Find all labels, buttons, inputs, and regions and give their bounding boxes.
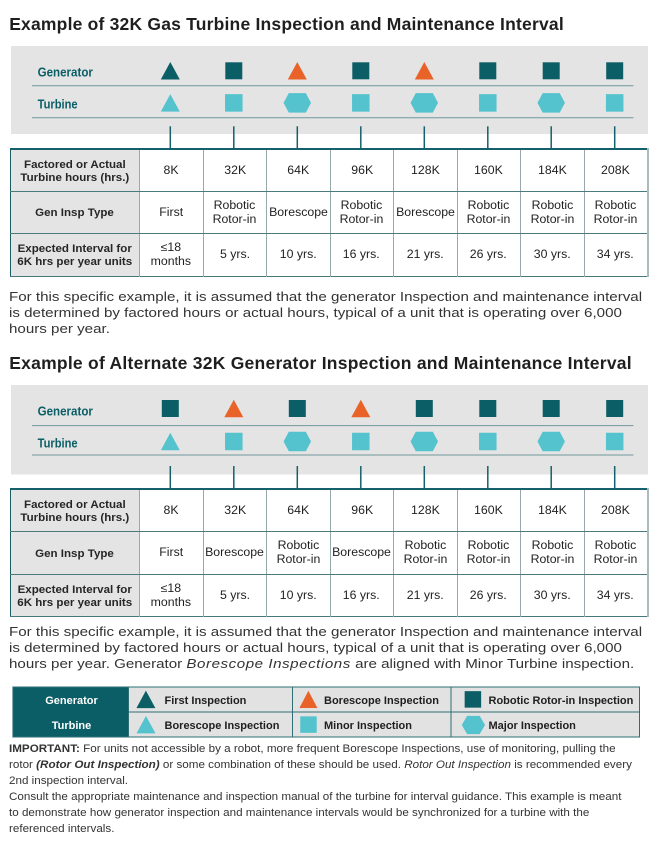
svg-text:First Inspection: First Inspection xyxy=(165,695,247,707)
svg-text:Turbine: Turbine xyxy=(38,98,78,112)
svg-text:Generator: Generator xyxy=(38,66,93,80)
svg-text:Robotic Rotor-in Inspection: Robotic Rotor-in Inspection xyxy=(489,695,634,707)
svg-text:Turbine: Turbine xyxy=(38,437,78,451)
svg-text:Borescope Inspection: Borescope Inspection xyxy=(324,695,439,707)
svg-text:Borescope Inspection: Borescope Inspection xyxy=(165,720,280,732)
svg-text:Minor Inspection: Minor Inspection xyxy=(324,720,412,732)
svg-text:Major Inspection: Major Inspection xyxy=(489,720,577,732)
svg-text:Turbine: Turbine xyxy=(52,720,92,732)
svg-text:Generator: Generator xyxy=(45,695,98,707)
svg-text:Generator: Generator xyxy=(38,404,93,418)
